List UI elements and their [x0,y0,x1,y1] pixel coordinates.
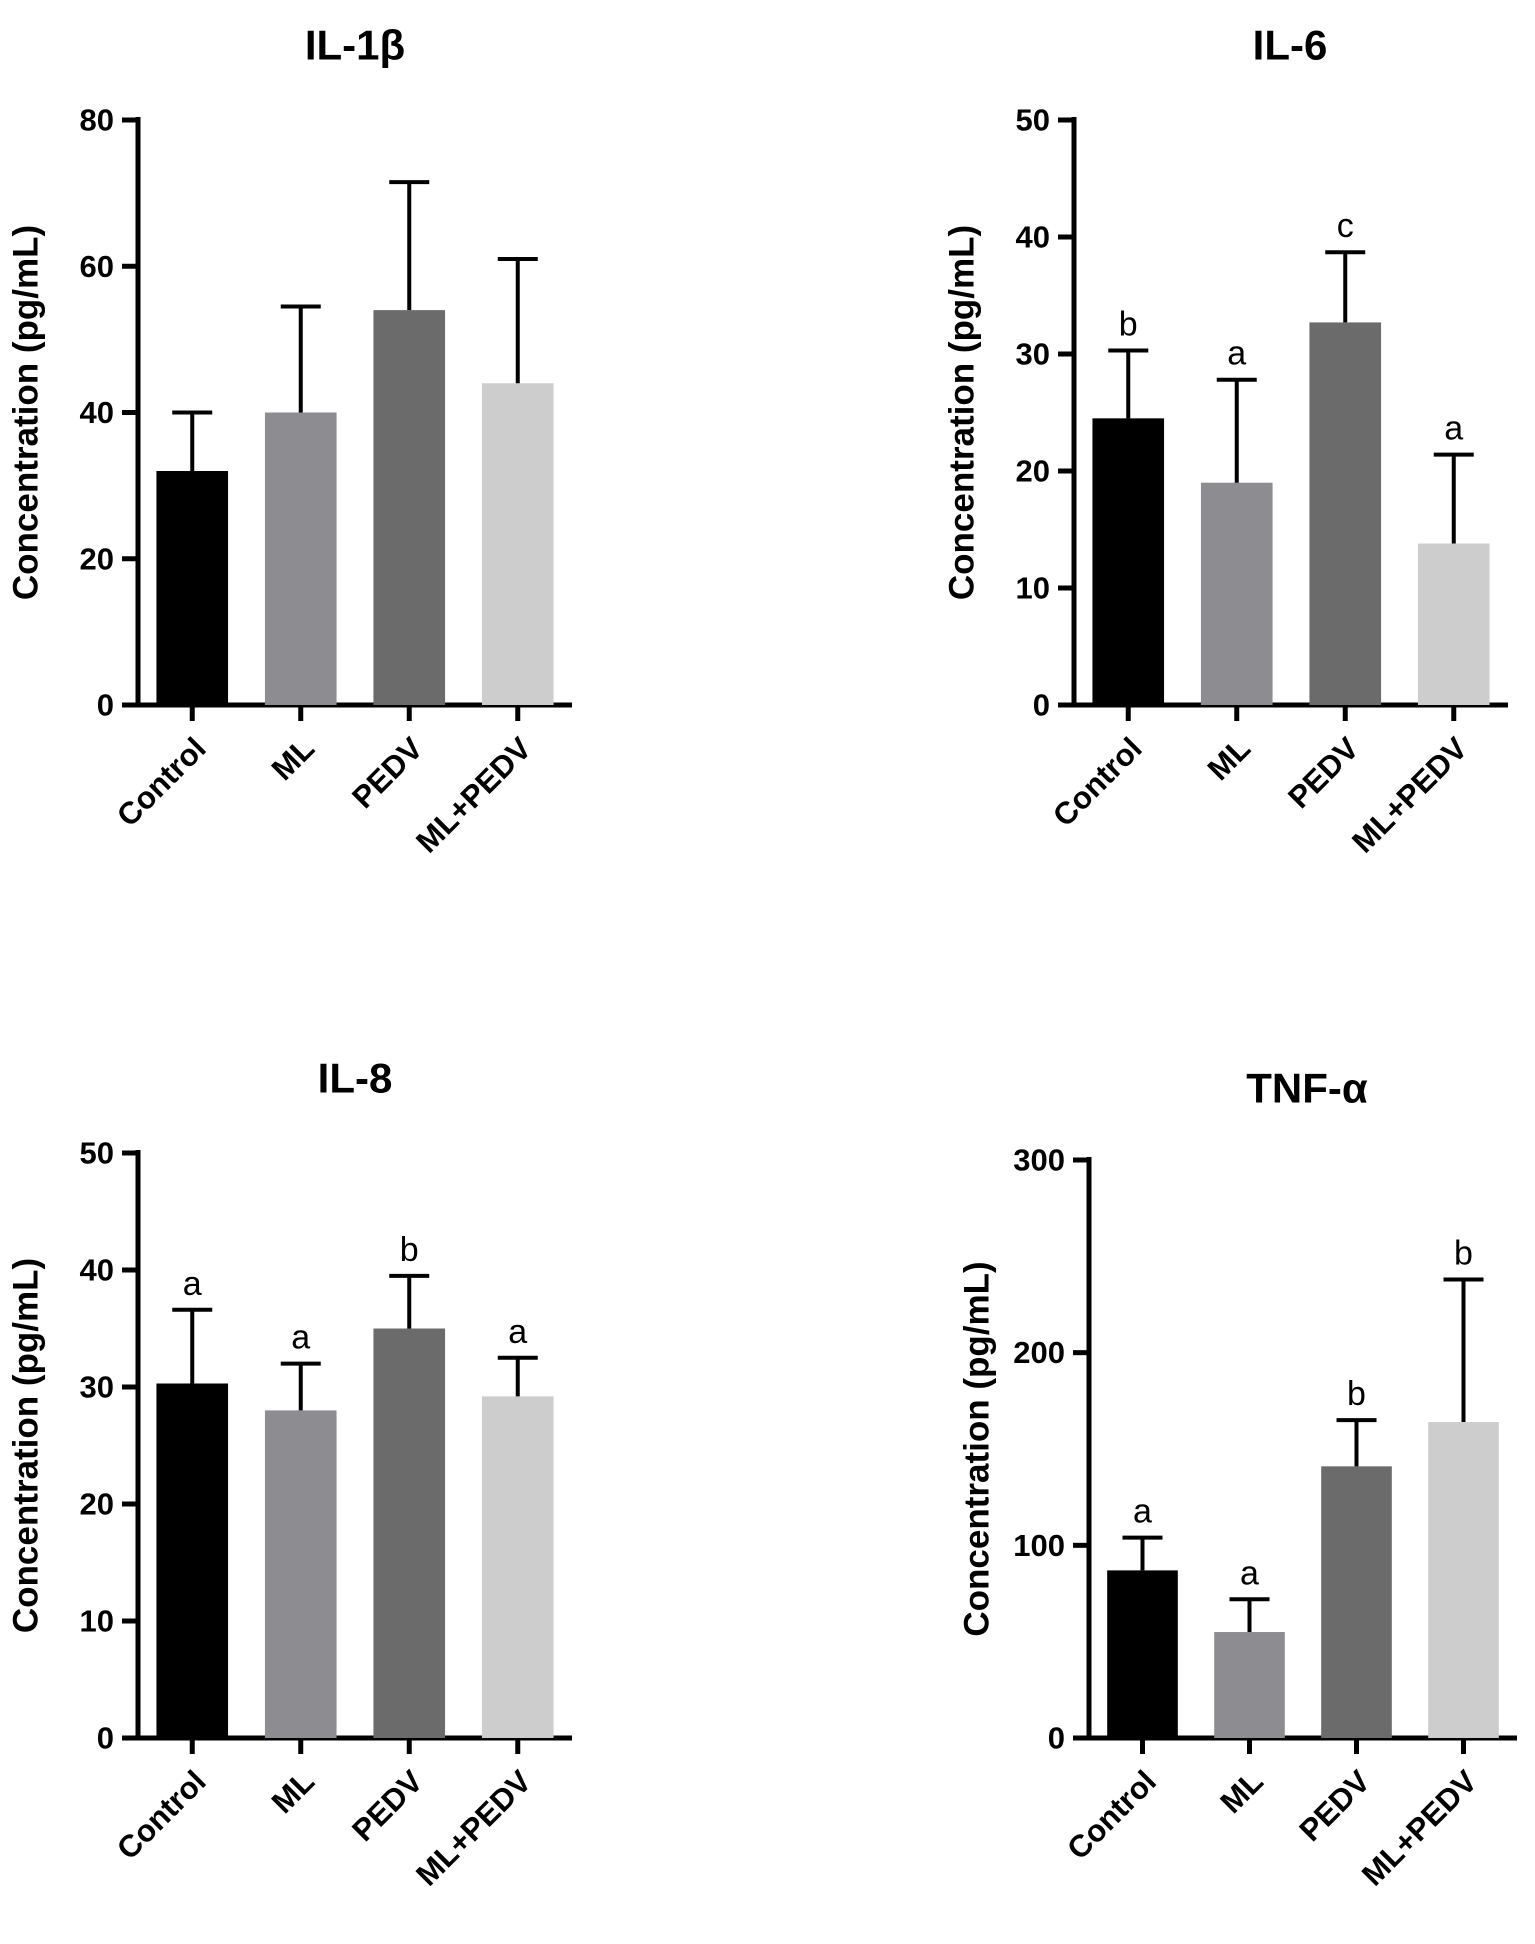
y-tick-label: 0 [1048,1721,1065,1756]
x-tick-label: ML+PEDV [1355,1763,1484,1892]
y-tick-label: 30 [80,1370,114,1405]
chart-panel-1: IL-6 Concentration (pg/mL) 0 10 20 30 40 50 b Con… [943,22,1508,860]
y-tick-label: 20 [80,1487,114,1522]
significance-letter: a [1444,410,1463,448]
bar-ml [264,1410,337,1738]
chart-panel-2: IL-8 Concentration (pg/mL) 0 10 20 30 40 50 a Con… [7,1055,572,1893]
bar-pedv [1309,322,1382,705]
bar-ml [1200,482,1273,705]
bar-control [156,1383,229,1738]
bar-control [1092,418,1165,705]
y-axis-label: Concentration (pg/mL) [7,225,46,600]
x-tick-label: ML [1201,731,1257,787]
chart-panel-0: IL-1β Concentration (pg/mL) 0 20 40 60 80 Contr… [7,22,572,860]
significance-letter: a [291,1319,310,1357]
x-tick-label: Control [1060,1764,1163,1867]
chart-title: IL-8 [318,1055,393,1102]
significance-letter: a [1133,1493,1152,1531]
y-tick-label: 100 [1013,1528,1065,1563]
y-tick-label: 0 [97,1721,114,1756]
significance-letter: b [400,1231,419,1269]
chart-title: TNF-α [1246,1065,1368,1112]
y-tick-label: 20 [80,541,114,576]
y-tick-label: 300 [1013,1143,1065,1178]
y-tick-label: 60 [80,249,114,284]
bar-ml-pedv [1428,1422,1499,1738]
x-tick-label: ML [265,731,321,787]
bar-ml-pedv [481,1396,554,1738]
bar-ml [264,412,337,705]
x-tick-label: PEDV [345,730,430,815]
x-tick-label: PEDV [1281,730,1366,815]
y-tick-label: 10 [80,1604,114,1639]
x-tick-label: ML+PEDV [409,730,538,859]
y-tick-label: 0 [1033,688,1050,723]
y-tick-label: 40 [1016,220,1050,255]
x-tick-label: Control [110,731,213,834]
y-tick-label: 20 [1016,454,1050,489]
significance-letter: a [1227,335,1246,373]
y-tick-label: 40 [80,1253,114,1288]
bar-pedv [373,310,446,705]
bar-ml-pedv [1417,543,1490,705]
y-axis-label: Concentration (pg/mL) [7,1258,46,1633]
y-tick-label: 40 [80,395,114,430]
significance-letter: a [1240,1554,1259,1592]
x-tick-label: ML+PEDV [409,1763,538,1892]
bar-control [156,471,229,705]
chart-panel-3: TNF-α Concentration (pg/mL) 0 100 200 300 a Con… [958,1065,1517,1893]
y-tick-label: 10 [1016,571,1050,606]
y-tick-label: 0 [97,688,114,723]
x-tick-label: ML [265,1764,321,1820]
y-tick-label: 80 [80,103,114,138]
y-tick-label: 50 [1016,103,1050,138]
y-tick-label: 50 [80,1136,114,1171]
x-tick-label: PEDV [1292,1763,1377,1848]
y-axis-label: Concentration (pg/mL) [943,225,982,600]
chart-title: IL-6 [1253,22,1328,69]
y-axis-label: Concentration (pg/mL) [958,1261,997,1636]
x-tick-label: Control [110,1764,213,1867]
significance-letter: b [1347,1375,1366,1413]
significance-letter: b [1119,305,1138,343]
y-tick-label: 200 [1013,1335,1065,1370]
chart-title: IL-1β [305,22,405,69]
x-tick-label: ML [1213,1764,1269,1820]
significance-letter: b [1454,1234,1473,1272]
bar-control [1107,1570,1178,1738]
x-tick-label: PEDV [345,1763,430,1848]
x-tick-label: Control [1046,731,1149,834]
bar-ml-pedv [481,383,554,705]
significance-letter: a [183,1265,202,1303]
bar-pedv [373,1328,446,1738]
bar-pedv [1321,1466,1392,1738]
x-tick-label: ML+PEDV [1345,730,1474,859]
bar-ml [1214,1632,1285,1738]
y-tick-label: 30 [1016,337,1050,372]
significance-letter: a [508,1313,527,1351]
significance-letter: c [1337,207,1354,245]
